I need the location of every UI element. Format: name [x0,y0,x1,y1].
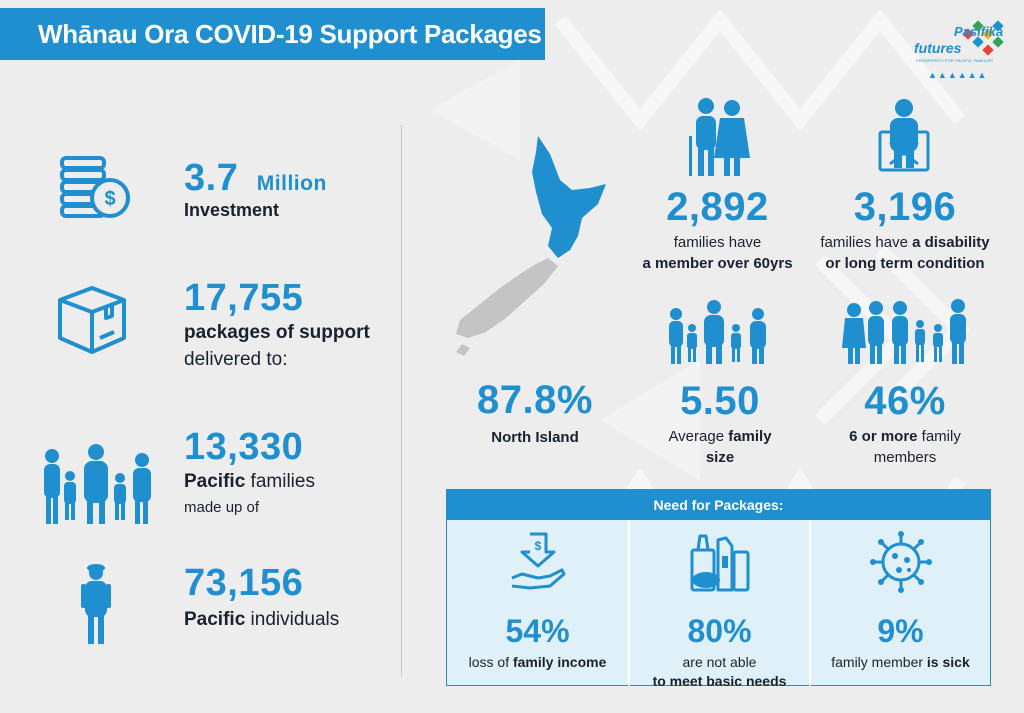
virus-icon [869,531,932,593]
six-plus-line1-bold: 6 or more [849,428,918,445]
investment-label: Investment [184,200,280,220]
six-plus-value: 46% [864,379,946,423]
large-family-icon [842,299,966,364]
basic-needs-line2: to meet basic needs [652,673,787,689]
sick-line1-plain: family member [831,654,927,670]
family-icon [44,444,151,524]
family-size-line1-bold: family [728,428,772,445]
family-size-value: 5.50 [680,379,760,423]
disability-line1-plain: families have [820,234,913,251]
elderly-couple-icon [689,98,750,176]
sick-value: 9% [877,613,924,649]
over60-value: 2,892 [666,185,769,229]
packages-sublabel: delivered to: [184,349,288,370]
basic-needs-line1: are not able [682,654,757,670]
logo: Pasifika futures PROSPERITY FOR PACIFIC … [906,18,1006,84]
basic-needs-value: 80% [687,613,752,649]
packages-value: 17,755 [184,277,304,319]
packages-label: packages of support [184,322,370,343]
sick-line1-bold: is sick [926,654,970,670]
hand-dollar-icon: $ [510,532,565,590]
income-line1-bold: family income [512,654,607,670]
logo-name-line2: futures [914,40,962,56]
nz-map-icon [456,136,606,356]
svg-text:$: $ [104,188,115,210]
disability-value: 3,196 [853,185,957,229]
disability-line1-bold: a disability [912,234,990,251]
families-value: 13,330 [184,426,304,468]
person-icon [81,564,111,644]
box-icon [58,286,126,354]
over60-line1: families have [673,234,762,251]
over60-line2: a member over 60yrs [642,255,793,272]
families-sublabel: made up of [184,499,260,516]
need-item-basic-needs: 80% are not able to meet basic needs [628,520,809,689]
individuals-label-bold: Pacific [184,609,246,630]
need-for-packages-panel: Need for Packages: $ 54% loss of family … [446,489,991,689]
families-label-rest: families [245,471,315,492]
need-title: Need for Packages: [447,490,990,520]
need-item-sick: 9% family member is sick [809,520,990,686]
logo-triangles: ▲▲▲▲▲▲ [928,70,988,80]
six-plus-line1-plain: family [917,428,961,445]
logo-mark-icon [962,20,1004,56]
coins-dollar-icon: $ [60,156,130,218]
need-item-income: $ 54% loss of family income [447,520,628,686]
six-plus-line2: members [873,449,937,466]
income-line1-plain: loss of [468,654,513,670]
investment-value: 3.7 [184,157,239,199]
income-value: 54% [505,613,570,649]
north-island-value: 87.8% [477,378,593,422]
north-island-label: North Island [491,429,579,446]
page-title: Whānau Ora COVID-19 Support Packages [0,8,545,60]
individuals-label-rest: individuals [245,609,340,630]
family-group-icon [669,300,766,364]
family-size-line1-plain: Average [668,428,729,445]
wheelchair-icon [878,99,930,172]
column-divider [401,125,402,677]
investment-unit: Million [256,172,327,195]
disability-line2: or long term condition [825,255,985,272]
groceries-icon [690,534,749,592]
logo-name-line1: Pasifika [954,24,1004,39]
families-label-bold: Pacific [184,471,246,492]
family-size-line2: size [705,449,735,466]
individuals-value: 73,156 [184,562,304,604]
logo-tagline: PROSPERITY FOR PACIFIC FAMILIES [916,58,994,63]
svg-text:$: $ [534,539,541,553]
